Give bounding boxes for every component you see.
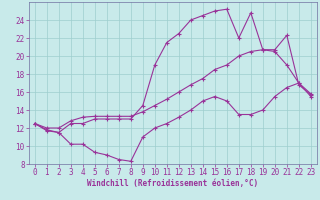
- X-axis label: Windchill (Refroidissement éolien,°C): Windchill (Refroidissement éolien,°C): [87, 179, 258, 188]
